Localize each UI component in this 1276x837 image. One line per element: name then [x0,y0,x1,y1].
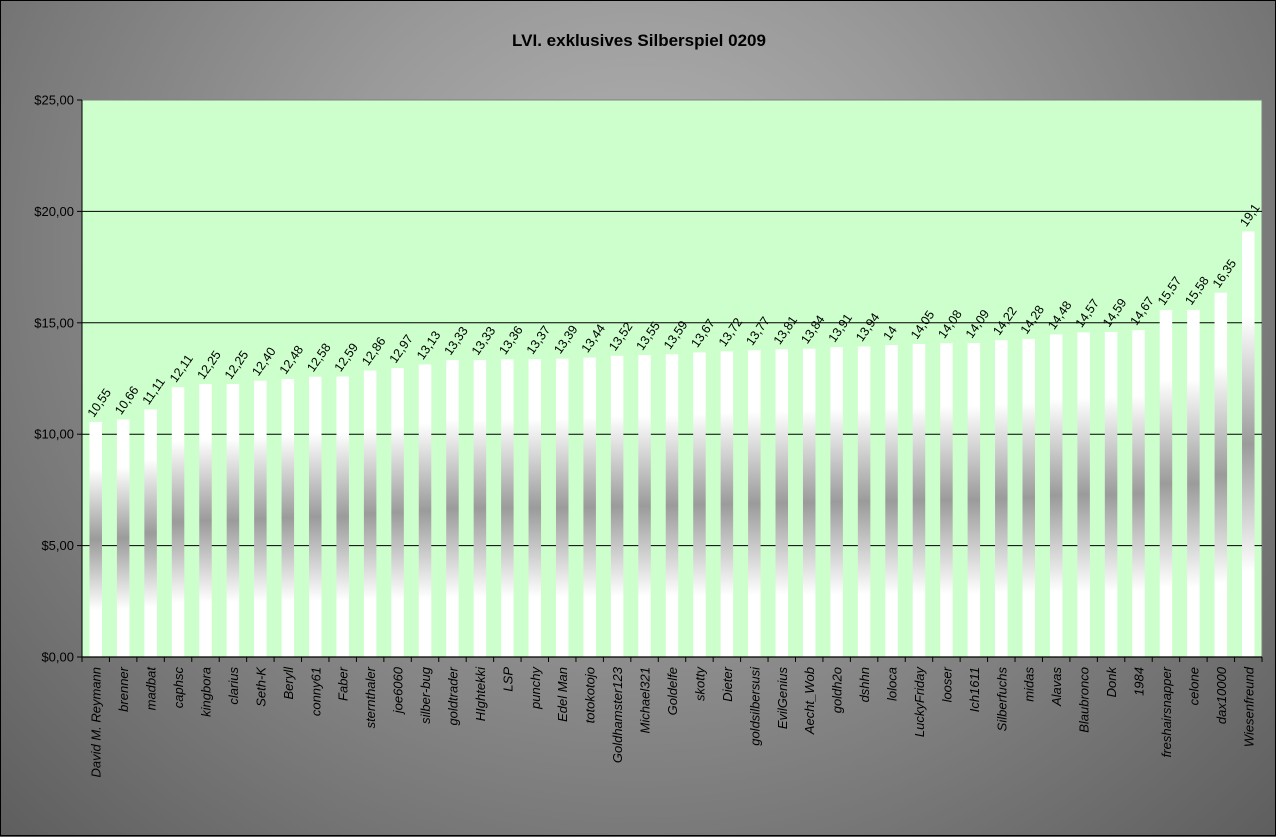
x-tick-label: Donk [1104,666,1119,698]
bar [775,349,789,657]
bar [418,364,432,657]
y-axis: $0,00 $5,00 $10,00 $15,00 $20,00 $25,00 [34,93,83,665]
bar [638,355,651,657]
bar [610,355,624,657]
x-tick-label: joe6060 [391,666,406,715]
bar [940,343,953,657]
bar [720,351,734,657]
chart-title: LVI. exklusives Silberspiel 0209 [512,31,766,50]
bar [583,357,596,657]
bar [1049,334,1063,657]
bar [1159,310,1173,657]
bar [254,380,267,657]
x-tick-label: skotty [692,666,707,701]
x-tick-label: dax10000 [1214,666,1229,724]
bar [748,350,761,657]
bar [555,358,569,657]
x-tick-label: dshhn [857,667,872,702]
x-tick-label: brenner [116,666,131,711]
x-tick-label: silber-bug [418,666,433,724]
x-tick-label: Goldhamster123 [610,666,625,763]
x-tick-label: LSP [500,667,515,692]
x-tick-label: Beryll [281,666,296,700]
bar [363,370,377,657]
bar [995,340,1008,657]
y-tick-label: $25,00 [34,93,74,108]
bar [830,347,843,657]
x-tick-label: Seth-K [253,666,268,707]
bar [1022,338,1035,657]
y-tick-label: $15,00 [34,315,74,330]
x-tick-label: kingbora [198,667,213,717]
bar [116,419,130,657]
x-tick-label: loloca [885,667,900,701]
bar [336,376,349,657]
bar [802,348,816,657]
y-tick-label: $10,00 [34,427,74,442]
x-axis: David M. Reymann brenner madbat caphsc kingb… [81,656,1263,778]
y-tick-label: $5,00 [41,538,74,553]
bar [1104,331,1118,657]
x-tick-label: conny61 [308,667,323,716]
x-tick-label: Silberfuchs [994,667,1009,732]
bar-series [89,231,1255,657]
x-tick-label: Blaubronco [1077,667,1092,733]
x-tick-label: looser [939,666,954,702]
x-tick-label: Edel Man [555,667,570,722]
x-tick-label: freshairsnapper [1159,666,1174,757]
data-label: 14 [881,323,900,342]
bar [1132,330,1145,657]
x-tick-label: caphsc [171,667,186,709]
x-tick-label: goldh2o [830,667,845,713]
x-tick-label: totokotojo [583,667,598,723]
bar [528,359,542,657]
bar [1077,332,1090,657]
x-tick-label: David M. Reymann [89,667,104,778]
x-tick-label: midas [1022,667,1037,702]
x-tick-label: Alavas [1049,667,1064,708]
bar [1214,292,1228,657]
bar [144,409,157,657]
x-tick-label: clarius [226,667,241,705]
bar [446,360,459,657]
bar [281,378,295,657]
bar [665,354,679,657]
x-tick-label: LuckyFriday [912,666,927,738]
x-tick-label: goldsilbersusi [747,666,762,746]
x-tick-label: goldtrader [445,666,460,725]
bar [912,343,926,657]
x-tick-label: Goldelfe [665,667,680,715]
bar [501,359,514,657]
bar [89,421,102,657]
bar [309,376,322,657]
x-tick-label: Ich1611 [967,667,982,712]
bar [391,368,404,657]
x-tick-label: HIghtekki [473,666,488,721]
y-tick-label: $20,00 [34,204,74,219]
x-tick-label: Aecht_Wob [802,667,817,735]
bar [1242,231,1255,657]
bar [693,352,706,657]
y-tick-label: $0,00 [41,650,74,665]
bar [885,345,898,657]
x-tick-label: Dieter [720,666,735,701]
bar [857,346,871,657]
x-tick-label: 1984 [1132,667,1147,696]
bar [199,384,212,657]
x-tick-label: Wiesenfreund [1241,666,1256,747]
x-tick-label: celone [1186,667,1201,705]
x-tick-label: punchy [528,666,543,710]
bar [967,343,981,657]
x-tick-label: Faber [336,666,351,701]
bar [1187,309,1200,657]
x-tick-label: EvilGenius [775,667,790,730]
x-tick-label: sternthaler [363,666,378,728]
x-tick-label: madbat [144,666,159,711]
bar [473,360,487,657]
bar [171,387,185,657]
x-tick-label: Michael321 [638,667,653,734]
bar [226,384,240,657]
